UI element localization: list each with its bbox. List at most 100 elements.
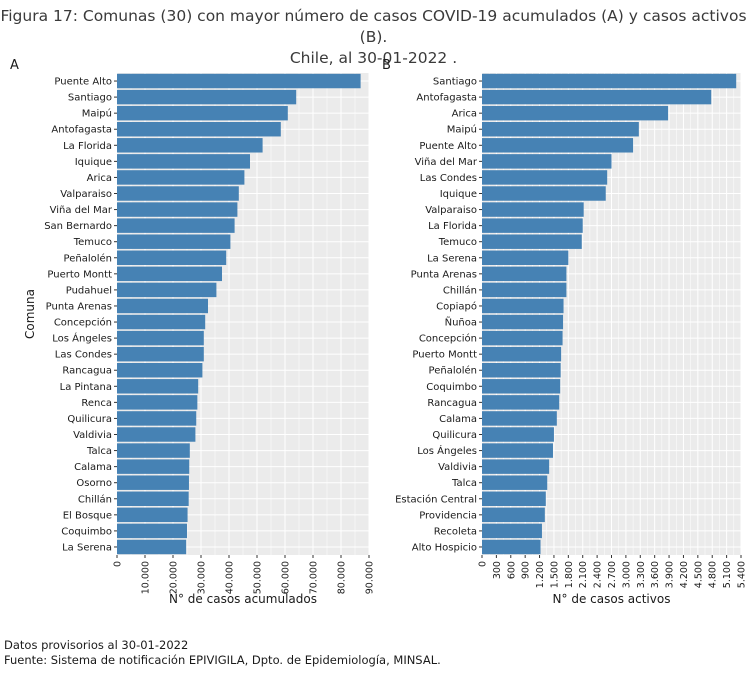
chart-b-x-tick-label: 600 [506,561,517,579]
chart-a-accumulated-cases: Puente Alto Santiago Maipú Antofagasta La Fl… [23,73,376,606]
chart-b-bar [482,138,634,153]
chart-a-bar [117,218,235,233]
chart-a-bar [117,73,361,89]
chart-b-x-tick-label: 3.900 [665,561,676,588]
chart-b-bar [482,105,669,121]
chart-b-bar [482,443,553,458]
chart-b-bar [482,411,557,426]
chart-b-category-label: Santiago [433,77,477,88]
chart-b-category-label: La Florida [428,221,477,232]
chart-b-bar [482,218,583,233]
chart-a-bar [117,507,188,523]
chart-b-category-label: Rancagua [427,398,477,409]
chart-b-x-tick-label: 2.100 [578,561,589,588]
chart-b-category-label: Valdivia [438,462,477,473]
chart-a-x-tick-label: 70.000 [309,561,320,594]
chart-a-category-label: Pudahuel [66,285,112,296]
chart-b-bar [482,427,554,442]
chart-a-bar [117,330,204,346]
chart-a-category-label: Valdivia [73,430,112,441]
chart-b-bar [482,459,550,474]
chart-a-bar [117,363,203,378]
chart-a-bar [117,443,190,458]
chart-a-x-axis-title: N° de casos acumulados [169,592,317,606]
chart-b-bar [482,314,564,330]
chart-b-category-label: Antofagasta [416,93,477,104]
chart-b-category-label: Calama [439,414,477,425]
footer-source-note: Fuente: Sistema de notificación EPIVIGIL… [4,653,441,667]
chart-a-category-label: San Bernardo [44,221,112,232]
chart-b-bar [482,122,639,137]
chart-b-bar [482,266,567,282]
chart-b-bar [482,234,582,249]
chart-b-bar [482,379,561,394]
chart-a-category-label: Talca [86,446,112,457]
figure-title-line1: Figura 17: Comunas (30) con mayor número… [0,7,747,46]
chart-a-category-label: Valparaiso [60,189,112,200]
chart-b-category-label: Talca [451,478,477,489]
chart-a-bar [117,379,199,394]
chart-b-bar [482,491,546,506]
chart-b-x-tick-label: 4.200 [679,561,690,588]
chart-a-bar [117,346,204,362]
chart-a-category-label: Coquimbo [61,526,112,537]
chart-b-bar [482,282,567,298]
chart-b-category-label: Recoleta [434,526,477,537]
chart-a-category-label: La Serena [62,542,112,553]
chart-a-category-label: Quilicura [67,414,112,425]
chart-a-bar [117,298,208,314]
chart-a-x-tick-label: 20.000 [169,561,180,594]
chart-b-category-label: Chillán [443,284,477,296]
chart-b-bar [482,363,561,378]
chart-b-category-label: Puerto Montt [412,350,477,361]
chart-a-category-label: Viña del Mar [50,205,113,216]
chart-b-category-label: Maipú [447,124,477,136]
chart-b-x-tick-label: 3.600 [650,561,661,588]
chart-b-bar [482,186,606,201]
chart-b-x-tick-label: 0 [478,561,489,567]
chart-b-bar [482,523,542,539]
chart-b-active-cases: Santiago Antofagasta Arica Maipú Puente Alto… [395,73,747,606]
chart-a-category-label: Chillán [78,493,112,505]
chart-a-bar [117,122,281,137]
chart-a-bar [117,138,263,153]
chart-a-bar [117,202,238,217]
footer-provisional-note: Datos provisorios al 30-01-2022 [4,638,189,652]
chart-b-bar [482,250,569,265]
chart-b-category-label: Estación Central [395,493,477,505]
chart-b-x-tick-label: 900 [521,561,532,579]
chart-b-category-label: Punta Arenas [411,269,477,280]
chart-a-x-tick-label: 30.000 [197,561,208,594]
chart-a-bar [117,186,239,201]
chart-b-category-label: Providencia [419,510,477,521]
chart-a-category-label: Maipú [82,108,112,120]
chart-a-bar [117,395,198,410]
chart-a-category-label: Iquique [75,157,112,168]
panel-a-label: A [10,58,19,73]
chart-b-x-tick-label: 3.300 [636,561,647,588]
figure-title-line2: Chile, al 30-01-2022 . [289,49,458,67]
chart-a-x-tick-label: 90.000 [365,561,376,594]
chart-a-bar [117,475,189,490]
chart-b-x-tick-label: 5.100 [722,561,733,588]
chart-a-bar [117,459,190,474]
figure-title: Figura 17: Comunas (30) con mayor número… [0,6,747,69]
chart-a-bar [117,539,187,555]
chart-a-category-label: Calama [74,462,112,473]
chart-a-x-tick-label: 50.000 [253,561,264,594]
chart-b-x-tick-label: 1.500 [549,561,560,588]
panel-b-label: B [382,58,391,73]
chart-b-category-label: Copiapó [436,300,477,312]
chart-b-x-tick-label: 4.800 [708,561,719,588]
chart-b-category-label: Coquimbo [426,382,477,393]
chart-b-x-tick-label: 2.400 [593,561,604,588]
chart-a-bar [117,427,196,442]
chart-b-x-tick-label: 1.200 [535,561,546,588]
chart-a-bar [117,266,222,282]
chart-a-category-label: Punta Arenas [46,301,112,312]
chart-a-category-label: Puerto Montt [47,269,112,280]
chart-a-bar [117,523,187,539]
chart-a-bar [117,411,197,426]
chart-b-x-tick-label: 1.800 [564,561,575,588]
